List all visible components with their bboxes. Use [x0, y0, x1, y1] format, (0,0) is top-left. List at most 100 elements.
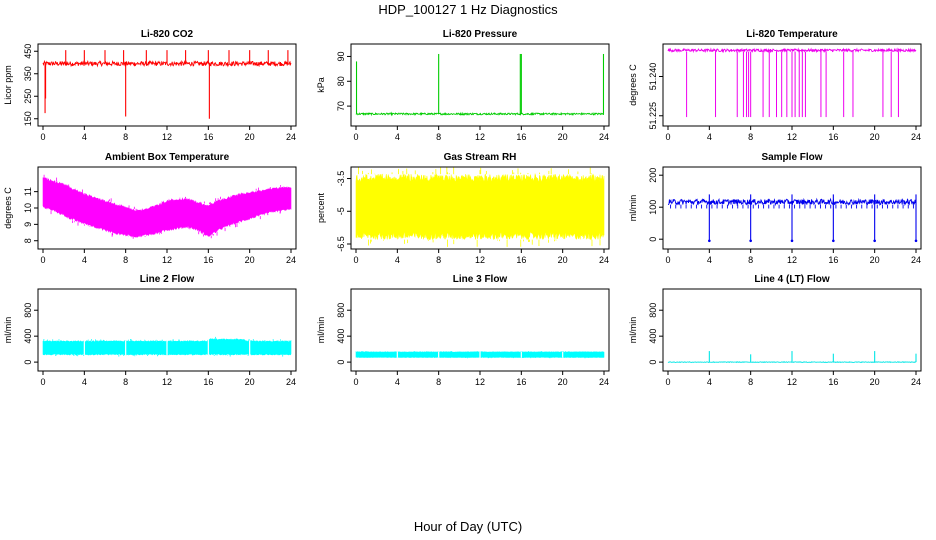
x-tick-label: 16 [516, 132, 526, 142]
y-axis: 150 250 350 450 [23, 44, 38, 126]
x-tick-label: 8 [123, 132, 128, 142]
y-tick-label: 9 [23, 222, 33, 227]
chart-panels: Li-820 CO2 0 4 8 12 16 20 24 150 250 350 450 Licor p… [3, 29, 922, 387]
y-tick-label: 200 [648, 168, 658, 183]
y-axis-label: ml/min [316, 317, 326, 344]
x-tick-label: 0 [353, 377, 358, 387]
y-axis-label: ml/min [3, 317, 13, 344]
panel-title: Line 3 Flow [453, 274, 508, 285]
series [667, 351, 917, 364]
x-tick-label: 24 [911, 132, 921, 142]
y-tick-label: 400 [648, 329, 658, 344]
panel-3: Li-820 Temperature 0 4 8 12 16 20 24 51.225 51.24… [628, 29, 922, 142]
y-tick-label: 150 [23, 111, 33, 126]
x-tick-label: 0 [353, 255, 358, 265]
y-tick-label: 90 [336, 51, 346, 61]
series [42, 50, 292, 119]
x-tick-label: 8 [123, 377, 128, 387]
y-tick-label: 8 [23, 238, 33, 243]
plot-frame [37, 288, 297, 372]
x-axis: 0 4 8 12 16 20 24 [665, 126, 921, 142]
x-tick-label: 24 [911, 255, 921, 265]
x-tick-label: 12 [162, 132, 172, 142]
x-tick-label: 12 [475, 132, 485, 142]
series-drop-point [832, 239, 835, 243]
x-tick-label: 12 [787, 255, 797, 265]
series-band [355, 173, 605, 241]
y-axis: 8 9 10 11 [23, 187, 38, 243]
x-tick-label: 20 [870, 132, 880, 142]
x-axis: 0 4 8 12 16 20 24 [665, 371, 921, 387]
x-tick-label: 20 [870, 255, 880, 265]
x-axis: 0 4 8 12 16 20 24 [353, 126, 609, 142]
panel-5: Gas Stream RH 0 4 8 12 16 20 24 -6.5 -5 -3.5 percen… [316, 152, 610, 265]
x-tick-label: 24 [599, 132, 609, 142]
series [42, 174, 292, 239]
x-tick-label: 8 [436, 255, 441, 265]
x-tick-label: 8 [436, 377, 441, 387]
y-tick-label: 250 [23, 89, 33, 104]
x-tick-label: 0 [40, 255, 45, 265]
x-tick-label: 16 [203, 132, 213, 142]
panel-title: Line 4 (LT) Flow [754, 274, 830, 285]
y-tick-label: 10 [23, 203, 33, 213]
x-tick-label: 16 [828, 255, 838, 265]
panel-9: Line 4 (LT) Flow 0 4 8 12 16 20 24 0 400 800 ml/min [628, 274, 922, 387]
y-tick-label: 80 [336, 76, 346, 86]
x-axis: 0 4 8 12 16 20 24 [40, 249, 296, 265]
panel-6: Sample Flow 0 4 8 12 16 20 24 0 100 200 ml/min [628, 152, 922, 265]
panel-1: Li-820 CO2 0 4 8 12 16 20 24 150 250 350 450 Licor p… [3, 29, 297, 142]
y-tick-label: -5 [336, 207, 346, 215]
panel-title: Line 2 Flow [140, 274, 195, 285]
x-tick-label: 0 [665, 255, 670, 265]
x-tick-label: 4 [707, 377, 712, 387]
panel-title: Sample Flow [761, 152, 822, 163]
y-axis: 51.225 51.240 [648, 63, 663, 130]
x-axis: 0 4 8 12 16 20 24 [353, 371, 609, 387]
x-tick-label: 8 [436, 132, 441, 142]
x-tick-label: 8 [748, 255, 753, 265]
x-tick-label: 0 [353, 132, 358, 142]
x-tick-label: 8 [123, 255, 128, 265]
x-tick-label: 4 [707, 132, 712, 142]
figure-title: HDP_100127 1 Hz Diagnostics [378, 2, 558, 17]
y-tick-label: -3.5 [336, 171, 346, 187]
x-tick-label: 16 [203, 255, 213, 265]
series-band [42, 176, 292, 238]
x-tick-label: 12 [475, 377, 485, 387]
y-tick-label: 70 [336, 101, 346, 111]
x-tick-label: 4 [82, 255, 87, 265]
x-tick-label: 0 [40, 132, 45, 142]
x-tick-label: 8 [748, 377, 753, 387]
y-tick-label: 800 [23, 303, 33, 318]
figure-x-axis-label: Hour of Day (UTC) [414, 519, 522, 534]
x-axis: 0 4 8 12 16 20 24 [40, 126, 296, 142]
y-tick-label: 400 [336, 329, 346, 344]
panel-4: Ambient Box Temperature 0 4 8 12 16 20 24 8 9 10 11… [3, 152, 297, 265]
series [355, 351, 605, 359]
x-tick-label: 12 [475, 255, 485, 265]
x-tick-label: 24 [599, 377, 609, 387]
y-axis-label: Licor ppm [3, 65, 13, 105]
y-tick-label: 100 [648, 200, 658, 215]
x-tick-label: 12 [787, 377, 797, 387]
x-axis: 0 4 8 12 16 20 24 [40, 371, 296, 387]
x-tick-label: 4 [82, 132, 87, 142]
x-tick-label: 20 [558, 132, 568, 142]
x-tick-label: 8 [748, 132, 753, 142]
y-axis-label: degrees C [3, 187, 13, 229]
y-axis: -6.5 -5 -3.5 [336, 171, 351, 252]
x-tick-label: 20 [870, 377, 880, 387]
series-line [667, 47, 917, 54]
panel-title: Li-820 Temperature [746, 29, 838, 40]
x-tick-label: 16 [828, 377, 838, 387]
x-tick-label: 12 [162, 255, 172, 265]
y-tick-label: 800 [648, 303, 658, 318]
series-drop-point [790, 239, 794, 243]
x-axis: 0 4 8 12 16 20 24 [353, 249, 609, 265]
y-axis: 0 400 800 [336, 303, 351, 365]
y-tick-label: 800 [336, 303, 346, 318]
y-axis-label: ml/min [628, 195, 638, 222]
y-axis-label: percent [316, 192, 326, 223]
